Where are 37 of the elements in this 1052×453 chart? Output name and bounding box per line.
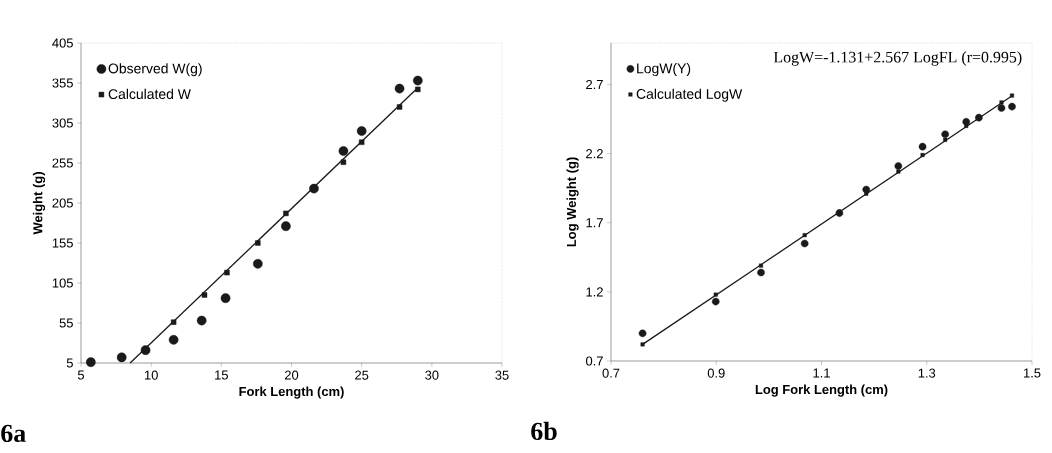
y-tick-label: 55 [59,318,73,328]
y-tick-label: 1.2 [586,287,603,297]
y-tick-label: 0.7 [585,356,603,366]
legend-label: Observed W(g) [108,63,202,77]
x-tick-label: 1.1 [813,368,830,378]
y-tick-label: 355 [52,78,73,88]
x-tick-label: 0.7 [602,368,620,378]
y-tick-label: 255 [52,158,73,168]
y-tick-label: 155 [52,238,73,248]
x-tick-label: 25 [355,370,369,380]
y-tick-label: 1.7 [586,218,603,228]
y-axis-title: Weight (g) [32,172,46,235]
x-tick-label: 35 [495,370,509,380]
y-tick-label: 2.2 [586,149,603,159]
annotation: LogW=-1.131+2.567 LogFL (r=0.995) [773,51,1022,66]
text: 6a [1,424,26,443]
x-tick-label: 15 [215,370,228,380]
x-tick-label: 0.9 [707,368,725,378]
x-tick-label: 1.3 [918,368,936,378]
y-tick-label: 405 [52,38,73,48]
legend-label: LogW(Y) [637,63,691,77]
x-axis-title: Log Fork Length (cm) [755,384,888,397]
y-tick-label: 305 [52,118,73,128]
x-axis-title: Fork Length (cm) [239,386,344,399]
y-tick-label: 205 [52,198,73,208]
y-tick-label: 5 [66,358,73,368]
x-tick-label: 20 [284,370,299,380]
y-axis-title: Log Weight (g) [566,157,579,247]
x-tick-label: 10 [144,370,158,380]
y-tick-label: 105 [52,278,73,288]
y-tick-label: 2.7 [586,79,603,89]
x-tick-label: 30 [425,370,439,380]
x-tick-label: 5 [77,370,85,380]
legend-label: Calculated W [108,88,191,100]
text: 6b [531,421,557,441]
legend-label: Calculated LogW [636,88,743,102]
x-tick-label: 1.5 [1023,368,1041,378]
